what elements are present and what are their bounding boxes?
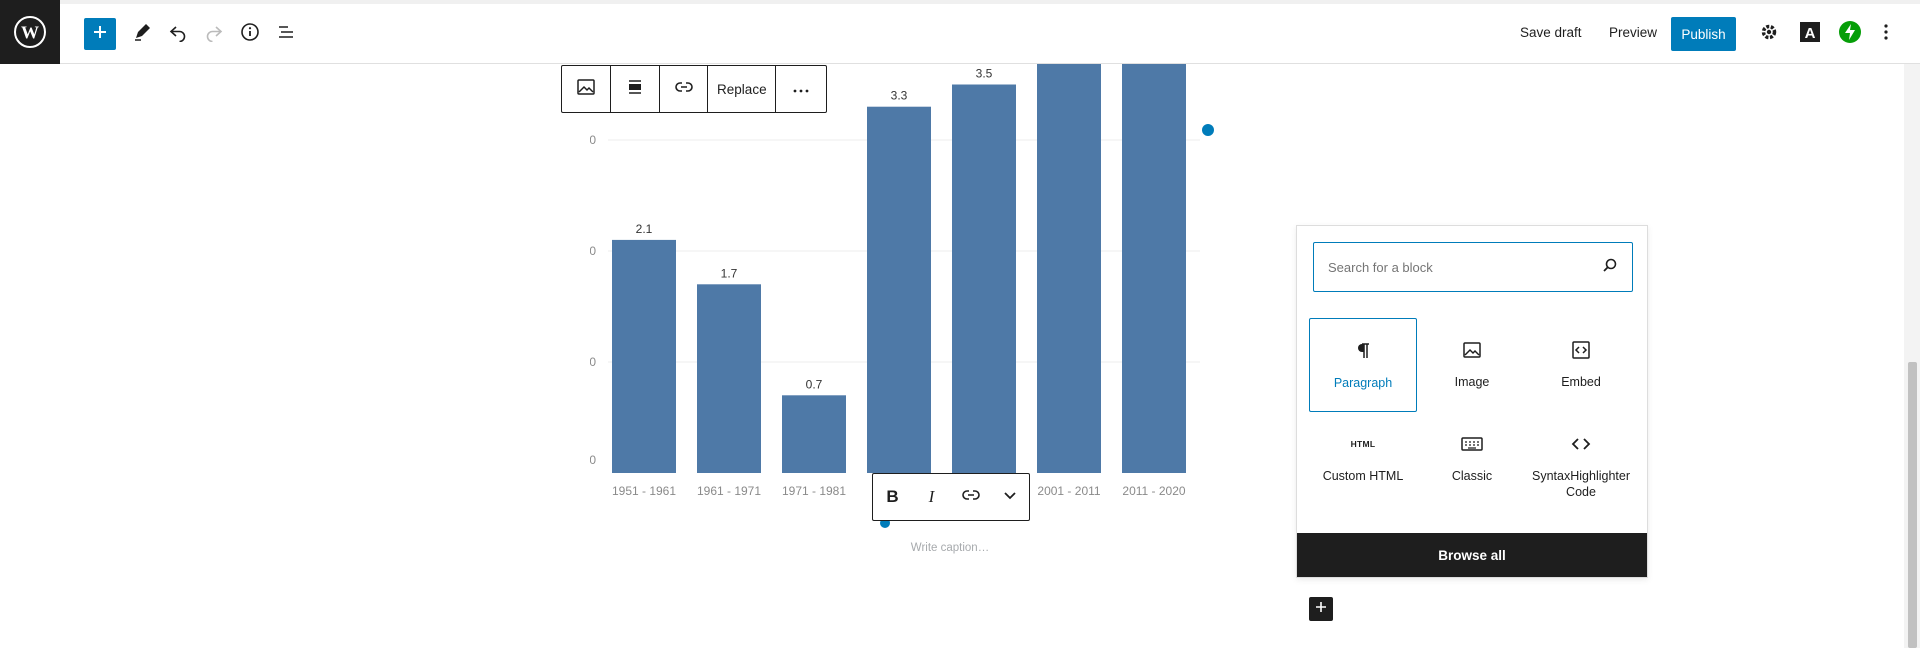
code-icon [1571, 432, 1591, 456]
resize-handle-bottom[interactable] [880, 518, 890, 528]
block-item-paragraph[interactable]: Paragraph [1309, 318, 1417, 412]
redo-icon [204, 22, 224, 47]
add-block-button[interactable] [1309, 597, 1333, 621]
replace-button[interactable]: Replace [708, 66, 777, 112]
tools-button[interactable] [126, 18, 158, 50]
bar-value-label: 2.1 [636, 222, 653, 236]
resize-handle-right[interactable] [1202, 124, 1214, 136]
y-tick-label: 0.0 [590, 453, 596, 467]
publish-button[interactable]: Publish [1671, 17, 1736, 51]
plus-icon [92, 24, 108, 45]
redo-button[interactable] [198, 18, 230, 50]
caption-link-button[interactable] [951, 474, 990, 520]
wordpress-logo-icon[interactable]: W [0, 0, 60, 64]
html-icon: HTML [1350, 439, 1376, 449]
gear-icon [1759, 22, 1779, 47]
browse-all-button[interactable]: Browse all [1297, 533, 1647, 577]
more-formats-button[interactable] [990, 474, 1029, 520]
bar [952, 84, 1016, 473]
bar-value-label: 3.5 [976, 67, 993, 81]
embed-icon [1571, 338, 1591, 362]
chevron-down-icon [1003, 488, 1017, 506]
pencil-icon [132, 22, 152, 47]
details-button[interactable] [234, 18, 266, 50]
block-item-custom-html[interactable]: HTML Custom HTML [1309, 412, 1417, 506]
block-item-embed[interactable]: Embed [1527, 318, 1635, 412]
bar [612, 239, 676, 473]
x-tick-label: 1971 - 1981 [782, 484, 846, 498]
italic-button[interactable]: I [912, 474, 951, 520]
x-tick-label: 1951 - 1961 [612, 484, 676, 498]
block-item-label: Classic [1451, 469, 1493, 483]
more-icon [793, 80, 809, 98]
block-search[interactable] [1313, 242, 1633, 292]
paragraph-icon [1355, 339, 1371, 363]
block-item-syntaxhighlighter[interactable]: SyntaxHighlighter Code [1527, 412, 1635, 506]
block-item-label: Custom HTML [1322, 469, 1404, 483]
link-icon [961, 485, 981, 510]
block-item-label: Paragraph [1333, 376, 1393, 390]
bar-value-label: 3.3 [891, 89, 908, 103]
x-tick-label: 2011 - 2020 [1122, 484, 1185, 498]
block-item-label: Embed [1561, 375, 1601, 389]
block-item-classic[interactable]: Classic [1418, 412, 1526, 506]
jetpack-button[interactable] [1834, 18, 1866, 50]
format-toolbar: B I [872, 473, 1030, 521]
block-toolbar: Replace [561, 65, 827, 113]
svg-text:W: W [21, 23, 39, 43]
search-icon [1602, 257, 1618, 278]
x-tick-label: 2001 - 2011 [1037, 484, 1100, 498]
block-item-label: Image [1454, 375, 1490, 389]
svg-text:A: A [1805, 25, 1816, 42]
save-draft-button[interactable]: Save draft [1520, 24, 1582, 40]
preview-button[interactable]: Preview [1609, 24, 1658, 40]
x-tick-label: 1961 - 1971 [697, 484, 761, 498]
bar-value-label: 0.7 [806, 377, 823, 391]
italic-label: I [928, 487, 935, 506]
block-item-label: SyntaxHighlighter Code [1532, 469, 1630, 499]
undo-icon [168, 22, 188, 47]
block-inserter-popover: Paragraph Image Embed HTML Custom HTML C… [1296, 225, 1648, 578]
align-button[interactable] [611, 66, 660, 112]
settings-button[interactable] [1753, 18, 1785, 50]
caption-input[interactable]: Write caption… [910, 542, 990, 554]
block-item-image[interactable]: Image [1418, 318, 1526, 412]
insert-link-button[interactable] [660, 66, 709, 112]
kebab-icon [1883, 23, 1889, 46]
bar [697, 284, 761, 473]
y-tick-label: 2.0 [590, 244, 596, 258]
list-view-icon [276, 22, 296, 47]
options-button[interactable] [1870, 18, 1902, 50]
link-icon [674, 77, 694, 102]
chart-image[interactable]: 0.0 1.0 2.0 3.0 2.1 1951 - 1961 1.7 1961 - 1971… [590, 64, 1210, 564]
align-icon [625, 77, 645, 102]
block-inserter-toggle[interactable] [84, 18, 116, 50]
bar [782, 395, 846, 473]
bar-value-label: 1.7 [721, 266, 738, 280]
bold-button[interactable]: B [873, 474, 912, 520]
typography-icon: A [1799, 21, 1821, 48]
info-icon [240, 22, 260, 47]
jetpack-icon [1838, 20, 1862, 49]
bold-label: B [886, 487, 899, 506]
scrollbar-thumb[interactable] [1908, 362, 1917, 648]
bar [867, 106, 931, 473]
image-icon [576, 77, 596, 102]
keyboard-icon [1461, 432, 1483, 456]
editor-header: W [0, 0, 1920, 64]
y-tick-label: 3.0 [590, 133, 596, 147]
y-tick-label: 1.0 [590, 355, 596, 369]
image-icon [1462, 338, 1482, 362]
plus-icon [1315, 600, 1327, 618]
block-search-input[interactable] [1328, 259, 1602, 275]
bar [1122, 64, 1186, 473]
bar [1037, 64, 1101, 473]
more-options-button[interactable] [776, 66, 826, 112]
undo-button[interactable] [162, 18, 194, 50]
typography-button[interactable]: A [1794, 18, 1826, 50]
list-view-button[interactable] [270, 18, 302, 50]
block-type-button[interactable] [562, 66, 611, 112]
